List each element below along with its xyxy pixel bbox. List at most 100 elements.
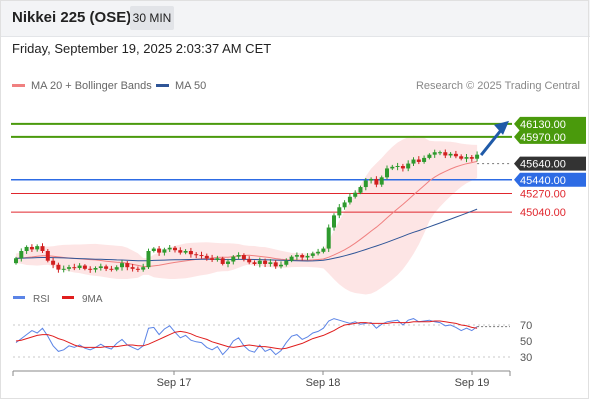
- legend-ma50: MA 50: [156, 80, 206, 92]
- candle-body: [268, 262, 273, 264]
- candle-body: [114, 267, 119, 270]
- ma50-swatch: [156, 83, 169, 87]
- candle-body: [141, 267, 146, 270]
- candle-body: [289, 256, 294, 261]
- candle-body: [188, 251, 193, 255]
- candle-body: [72, 267, 77, 269]
- candle-body: [45, 251, 50, 261]
- candle-body: [14, 258, 18, 264]
- price-label: 45270.00: [520, 189, 566, 201]
- bollinger-band: [16, 135, 478, 295]
- candle-body: [411, 159, 416, 164]
- candle-body: [98, 266, 103, 268]
- candle-body: [210, 258, 215, 260]
- candle-body: [469, 157, 474, 159]
- candle-body: [432, 152, 437, 155]
- candle-body: [77, 265, 82, 268]
- rsi-tick-label: 30: [520, 352, 532, 364]
- price-tag: 45970.00: [520, 132, 566, 144]
- chart-header: Nikkei 225 (OSE) 30 MIN: [0, 0, 590, 37]
- rsi-line: [15, 318, 478, 356]
- candle-body: [19, 251, 24, 259]
- rsi-ma-legend-swatch: [62, 296, 74, 299]
- candle-body: [194, 254, 199, 256]
- candle-body: [263, 260, 268, 264]
- candle-body: [294, 255, 299, 257]
- price-tag-bg: [514, 172, 586, 187]
- candle-body: [67, 267, 71, 269]
- candle-body: [438, 152, 442, 154]
- candle-body: [300, 255, 305, 258]
- candle-body: [453, 153, 458, 157]
- candle-body: [226, 261, 230, 264]
- candle-body: [353, 192, 358, 197]
- candle-body: [146, 251, 151, 268]
- candle-body: [475, 154, 480, 159]
- candle-body: [406, 163, 411, 169]
- candle-body: [204, 255, 209, 259]
- rsi-ma-line: [15, 320, 478, 350]
- rsi-tick-label: 50: [520, 336, 532, 348]
- candle-body: [321, 248, 326, 252]
- price-tag-bg: [514, 129, 586, 144]
- candle-body: [395, 166, 400, 167]
- candle-body: [379, 177, 384, 185]
- price-tag: 45640.00: [520, 159, 566, 171]
- legend-ma50-label: MA 50: [175, 80, 207, 92]
- rsi-legend-swatch: [13, 296, 25, 299]
- ma20-line: [15, 160, 478, 267]
- ma20-swatch: [12, 83, 25, 87]
- candle-body: [51, 260, 56, 265]
- rsi-ma-legend-label: 9MA: [82, 294, 103, 305]
- candle-body: [326, 227, 331, 249]
- time-tick-label: Sep 17: [157, 377, 192, 389]
- projection-arrow-shaft: [479, 127, 504, 157]
- candle-body: [61, 268, 66, 270]
- candle-body: [157, 248, 162, 253]
- price-tag: 46130.00: [520, 119, 566, 131]
- candle-body: [390, 166, 395, 169]
- ma50-line: [15, 208, 478, 262]
- candle-body: [252, 262, 257, 264]
- candle-body: [337, 207, 342, 216]
- candle-body: [284, 260, 289, 265]
- candle-body: [178, 250, 183, 253]
- chart-datetime: Friday, September 19, 2025 2:03:37 AM CE…: [12, 41, 272, 56]
- candle-body: [247, 259, 252, 263]
- candle-body: [151, 248, 156, 251]
- candle-body: [29, 246, 34, 250]
- candle-body: [257, 260, 262, 264]
- candle-body: [167, 247, 172, 250]
- candle-body: [104, 266, 109, 269]
- candle-body: [183, 251, 188, 253]
- candle-body: [125, 263, 130, 268]
- price-tag-bg: [514, 156, 586, 171]
- legend-ma20: MA 20 + Bollinger Bands: [12, 80, 152, 92]
- time-tick-label: Sep 18: [306, 377, 341, 389]
- candle-body: [358, 187, 363, 193]
- candle-body: [400, 166, 405, 169]
- candle-body: [416, 159, 421, 162]
- candle-body: [347, 196, 352, 203]
- candle-body: [427, 154, 432, 158]
- candle-body: [241, 255, 246, 260]
- candle-body: [199, 255, 204, 257]
- candle-body: [363, 180, 368, 188]
- candle-body: [443, 152, 448, 156]
- candle-body: [135, 268, 140, 270]
- candle-body: [130, 267, 135, 269]
- candle-body: [332, 215, 336, 228]
- candle-body: [56, 264, 61, 270]
- legend-ma20-label: MA 20 + Bollinger Bands: [31, 80, 152, 92]
- candle-body: [82, 265, 87, 269]
- rsi-tick-label: 70: [520, 320, 532, 332]
- candle-body: [459, 156, 464, 159]
- candle-body: [215, 258, 220, 260]
- candle-body: [369, 178, 374, 181]
- timeframe-selector[interactable]: 30 MIN: [130, 6, 174, 30]
- candle-body: [342, 202, 347, 208]
- candle-body: [305, 255, 310, 258]
- candle-body: [35, 246, 40, 250]
- candle-body: [273, 262, 278, 267]
